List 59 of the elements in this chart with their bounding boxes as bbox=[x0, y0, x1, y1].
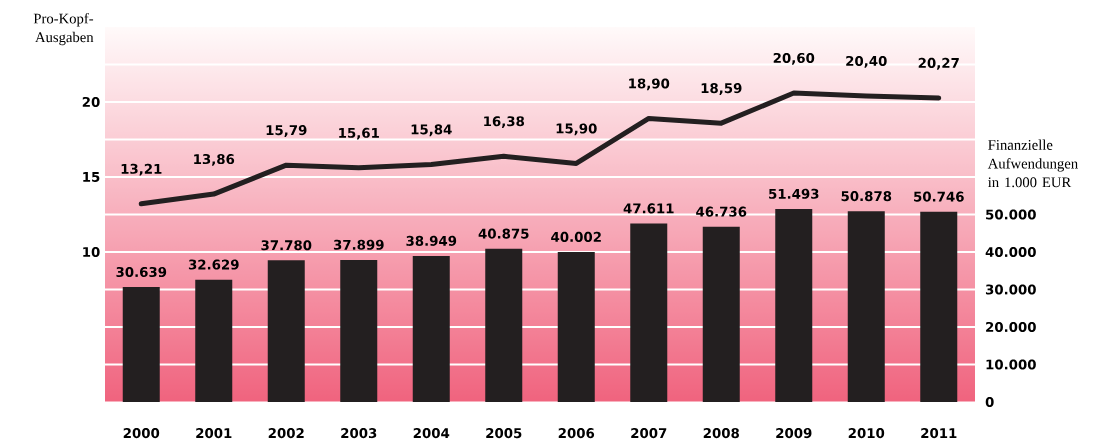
x-tick-label: 2007 bbox=[631, 428, 667, 439]
data-label: 15,79 bbox=[266, 125, 307, 137]
y2-tick-label: 40.000 bbox=[985, 246, 1036, 258]
data-label: 18,59 bbox=[701, 83, 742, 95]
data-label: 46.736 bbox=[696, 206, 747, 217]
data-label: 51.493 bbox=[769, 188, 819, 199]
data-label: 20,27 bbox=[918, 57, 959, 70]
bar bbox=[847, 211, 885, 402]
data-label: 15,90 bbox=[556, 123, 597, 136]
data-label: 13,21 bbox=[121, 163, 162, 176]
data-label: 40.875 bbox=[478, 228, 529, 239]
bar bbox=[340, 259, 378, 402]
data-label: 18,90 bbox=[629, 78, 670, 91]
bar bbox=[702, 226, 740, 402]
y-tick-label: 10 bbox=[83, 246, 100, 258]
y2-tick-label: 0 bbox=[985, 396, 994, 408]
data-label: 37.780 bbox=[261, 240, 312, 251]
x-tick-label: 2011 bbox=[921, 428, 957, 439]
x-tick-label: 2008 bbox=[703, 428, 739, 439]
bar bbox=[630, 223, 668, 402]
y2-tick-label: 10.000 bbox=[986, 359, 1036, 370]
data-label: 30.639 bbox=[116, 266, 167, 278]
data-label: 32.629 bbox=[188, 259, 239, 270]
data-label: 15,61 bbox=[339, 127, 379, 140]
data-label: 15,84 bbox=[411, 124, 452, 137]
data-label: 20,40 bbox=[846, 55, 887, 68]
data-label: 50.878 bbox=[841, 191, 892, 202]
data-label: 37.899 bbox=[333, 239, 384, 250]
data-label: 16,38 bbox=[484, 116, 525, 129]
y2-tick-label: 20.000 bbox=[986, 321, 1036, 333]
data-label: 50.746 bbox=[914, 191, 964, 202]
y2-tick-label: 30.000 bbox=[985, 284, 1036, 295]
bar bbox=[485, 248, 523, 402]
bar bbox=[920, 211, 958, 402]
bar bbox=[775, 208, 813, 402]
x-tick-label: 2002 bbox=[268, 428, 304, 439]
bar bbox=[267, 260, 305, 402]
x-tick-label: 2005 bbox=[486, 428, 522, 439]
data-label: 38.949 bbox=[406, 235, 457, 246]
y-tick-label: 15 bbox=[83, 172, 100, 182]
bar bbox=[122, 287, 160, 402]
y2-axis-title: Finanzielle Aufwendungen in 1.000 EUR bbox=[987, 139, 1078, 188]
data-label: 20,60 bbox=[773, 52, 815, 65]
y2-tick-label: 50.000 bbox=[986, 209, 1036, 220]
bar bbox=[195, 279, 233, 402]
x-tick-label: 2006 bbox=[558, 428, 595, 439]
x-tick-label: 2009 bbox=[776, 428, 812, 439]
bar bbox=[557, 251, 595, 402]
x-tick-label: 2000 bbox=[123, 428, 160, 439]
x-tick-label: 2003 bbox=[341, 428, 377, 439]
data-label: 40.002 bbox=[551, 231, 601, 242]
y-axis-title: Pro-Kopf-Ausgaben bbox=[33, 13, 94, 46]
data-label: 47.611 bbox=[623, 203, 674, 214]
x-tick-label: 2004 bbox=[413, 428, 450, 439]
y-tick-label: 20 bbox=[82, 96, 100, 108]
data-label: 13,86 bbox=[194, 154, 235, 166]
bar bbox=[412, 255, 450, 402]
x-tick-label: 2001 bbox=[196, 428, 232, 439]
x-tick-label: 2010 bbox=[848, 428, 885, 439]
